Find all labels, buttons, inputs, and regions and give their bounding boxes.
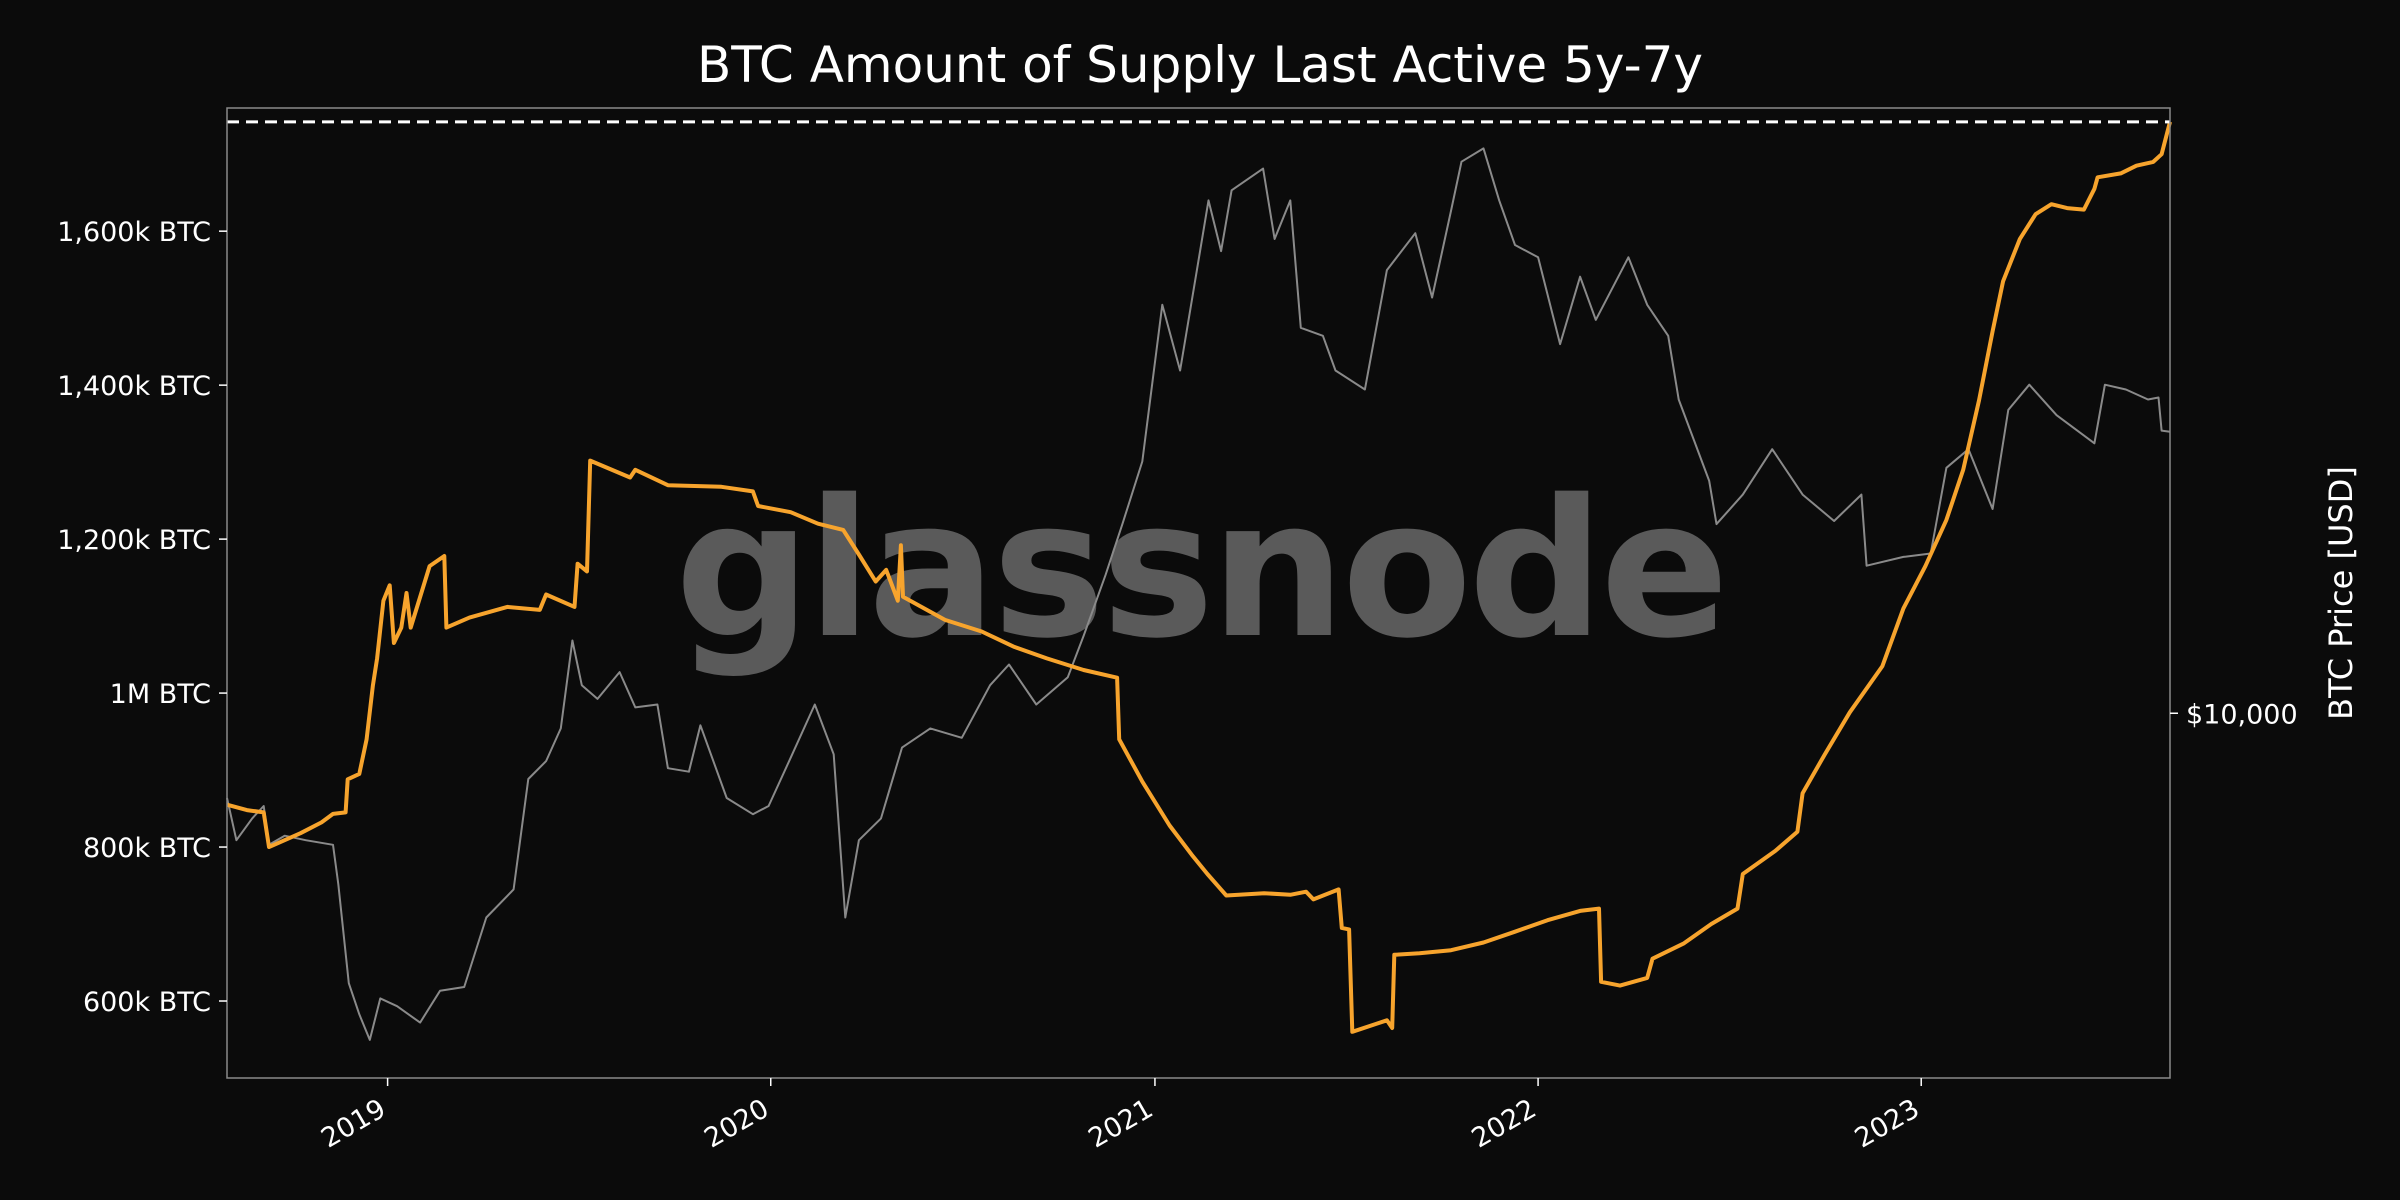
left-tick-label: 1,400k BTC <box>57 371 211 402</box>
left-tick-label: 1M BTC <box>110 679 211 710</box>
chart-title: BTC Amount of Supply Last Active 5y-7y <box>697 36 1703 94</box>
left-tick-label: 1,200k BTC <box>57 525 211 556</box>
right-axis: $10,000 <box>2170 699 2298 730</box>
left-tick-label: 1,600k BTC <box>57 217 211 248</box>
right-axis-title: BTC Price [USD] <box>2322 466 2360 720</box>
left-tick-label: 600k BTC <box>83 987 211 1018</box>
plot-area <box>226 120 2172 1041</box>
glassnode-watermark: glassnode <box>675 459 1725 680</box>
left-axis: 600k BTC 800k BTC 1M BTC 1,200k BTC 1,400k B… <box>57 217 227 1018</box>
left-tick-label: 800k BTC <box>83 833 211 864</box>
plot-frame <box>226 107 2171 1079</box>
right-tick-label: $10,000 <box>2186 699 2298 730</box>
btc-price-line <box>226 147 2171 1041</box>
supply-5y-7y-line <box>226 121 2172 1034</box>
